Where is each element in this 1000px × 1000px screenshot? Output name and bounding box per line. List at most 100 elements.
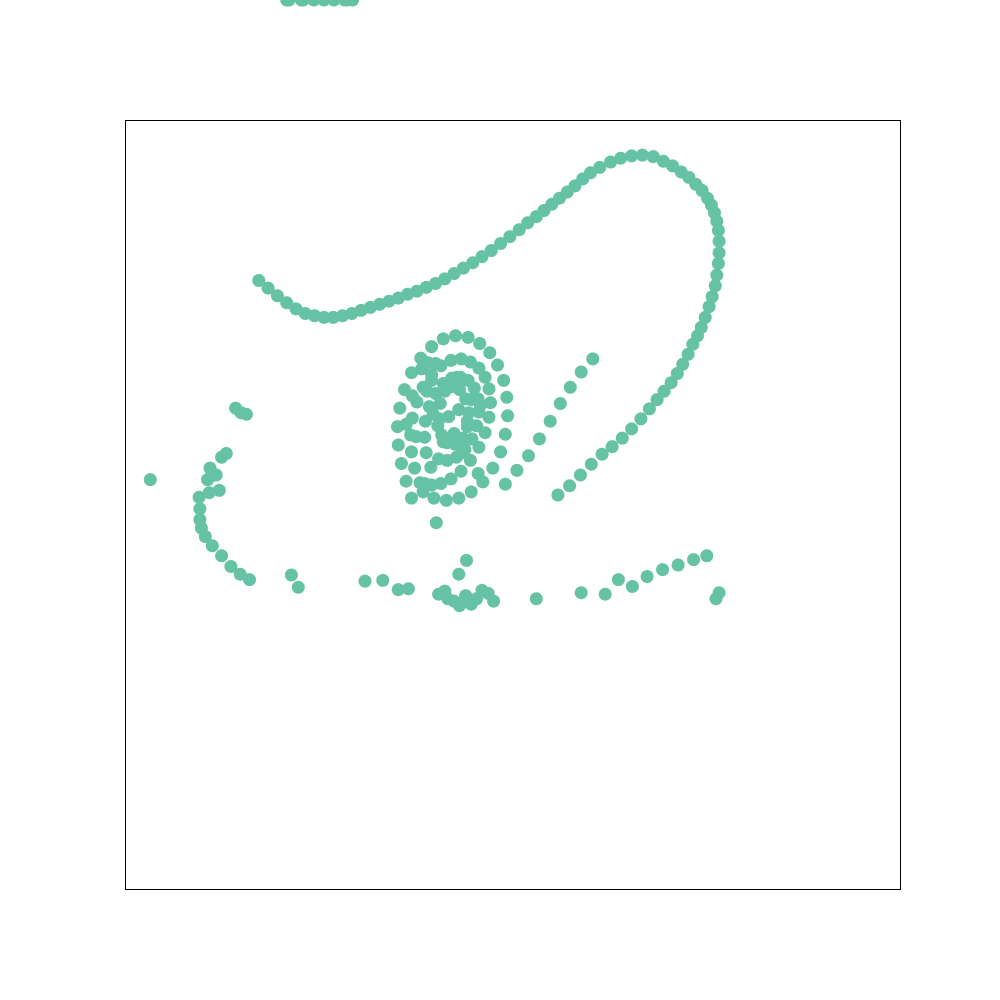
- data-point: [444, 472, 458, 486]
- data-point: [563, 479, 577, 493]
- data-point: [625, 580, 639, 593]
- axes-frame: [125, 120, 901, 890]
- data-point: [494, 237, 508, 250]
- data-point: [615, 431, 629, 445]
- data-point: [484, 244, 498, 257]
- data-point: [432, 452, 446, 466]
- data-point: [393, 401, 407, 415]
- data-point: [317, 0, 331, 7]
- data-point: [215, 450, 229, 464]
- data-point: [429, 516, 443, 530]
- data-point: [452, 567, 466, 581]
- data-point: [656, 154, 670, 168]
- data-point: [646, 150, 660, 164]
- data-point: [498, 427, 512, 441]
- data-point: [143, 473, 157, 487]
- data-point: [431, 419, 445, 433]
- data-point: [532, 432, 546, 446]
- data-point: [233, 567, 247, 581]
- data-point: [193, 513, 207, 527]
- data-point: [464, 485, 478, 499]
- data-point: [280, 296, 294, 310]
- data-point: [399, 474, 413, 488]
- data-point: [215, 549, 229, 563]
- data-point: [453, 383, 466, 397]
- data-point: [482, 410, 496, 424]
- data-point: [326, 310, 340, 324]
- data-point: [467, 381, 481, 395]
- data-point: [358, 574, 372, 588]
- data-point: [452, 491, 466, 505]
- data-point: [436, 332, 450, 346]
- data-point: [605, 440, 619, 454]
- data-point: [391, 583, 405, 597]
- data-point: [205, 539, 219, 553]
- data-point: [486, 461, 500, 475]
- data-point: [419, 446, 433, 460]
- data-point: [635, 148, 649, 162]
- data-point: [563, 380, 577, 394]
- data-point: [409, 430, 423, 444]
- data-point: [611, 573, 625, 587]
- data-point: [201, 473, 215, 487]
- data-point: [634, 412, 648, 426]
- data-point: [681, 347, 695, 361]
- data-point: [494, 445, 508, 459]
- data-point: [456, 446, 470, 460]
- data-point: [574, 365, 588, 379]
- data-point: [418, 477, 432, 490]
- data-point: [284, 568, 298, 582]
- data-point: [710, 268, 724, 282]
- data-point: [405, 491, 418, 505]
- data-point: [574, 586, 588, 600]
- data-point: [510, 463, 524, 477]
- points-layer: [143, 0, 726, 613]
- data-point: [553, 397, 567, 410]
- data-point: [460, 553, 473, 567]
- data-point: [415, 362, 429, 376]
- data-point: [586, 352, 600, 366]
- data-point: [296, 0, 310, 7]
- data-point: [399, 417, 413, 431]
- data-point: [452, 403, 466, 417]
- data-point: [484, 396, 497, 410]
- data-point: [439, 493, 453, 507]
- data-point: [454, 464, 468, 478]
- data-point: [473, 337, 487, 350]
- data-point: [461, 330, 475, 344]
- data-point: [664, 376, 678, 390]
- data-point: [604, 155, 618, 169]
- data-point: [698, 310, 712, 324]
- data-point: [712, 586, 726, 600]
- data-point: [656, 563, 670, 577]
- data-point: [702, 300, 716, 314]
- data-point: [425, 373, 439, 387]
- data-point: [202, 486, 216, 500]
- data-point: [408, 461, 422, 475]
- data-point: [671, 558, 685, 572]
- data-point: [426, 407, 440, 421]
- data-point: [512, 223, 526, 237]
- data-point: [503, 230, 517, 244]
- data-point: [405, 366, 418, 380]
- data-point: [498, 477, 512, 491]
- data-point: [573, 468, 587, 482]
- data-point: [475, 250, 489, 264]
- data-point: [224, 560, 238, 573]
- data-point: [465, 432, 479, 446]
- data-point: [705, 290, 719, 304]
- data-point: [676, 357, 690, 371]
- data-point: [282, 0, 296, 7]
- data-point: [459, 589, 473, 603]
- data-point: [453, 599, 466, 613]
- data-point: [598, 587, 612, 601]
- data-point: [584, 457, 598, 471]
- data-point: [522, 449, 535, 463]
- data-point: [427, 491, 441, 505]
- data-point: [432, 587, 446, 601]
- data-point: [470, 592, 484, 606]
- data-point: [289, 302, 303, 316]
- data-point: [482, 382, 496, 396]
